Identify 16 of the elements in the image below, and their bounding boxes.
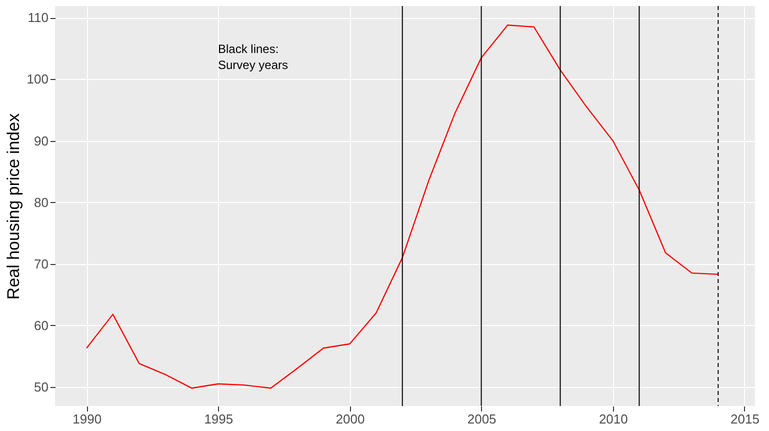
x-tick-label: 1990	[72, 412, 102, 426]
y-tick-label: 110	[28, 10, 48, 26]
y-tick-label: 50	[34, 379, 48, 394]
annotation: Black lines: Survey years	[218, 42, 288, 72]
y-tick-label: 90	[34, 133, 48, 148]
x-tick-label: 2010	[598, 412, 628, 426]
x-tick-label: 2000	[336, 412, 365, 426]
line-series	[86, 24, 719, 389]
y-tick-label: 100	[26, 72, 48, 87]
x-tick-label: 1995	[204, 412, 234, 426]
x-tick-label: 2005	[467, 412, 496, 426]
x-tick-label: 2015	[730, 412, 760, 426]
y-tick-label: 80	[34, 194, 48, 210]
y-tick-label: 60	[34, 318, 48, 333]
y-tick-label: 70	[34, 256, 48, 272]
y-axis-title: Real housing price index	[4, 112, 23, 300]
